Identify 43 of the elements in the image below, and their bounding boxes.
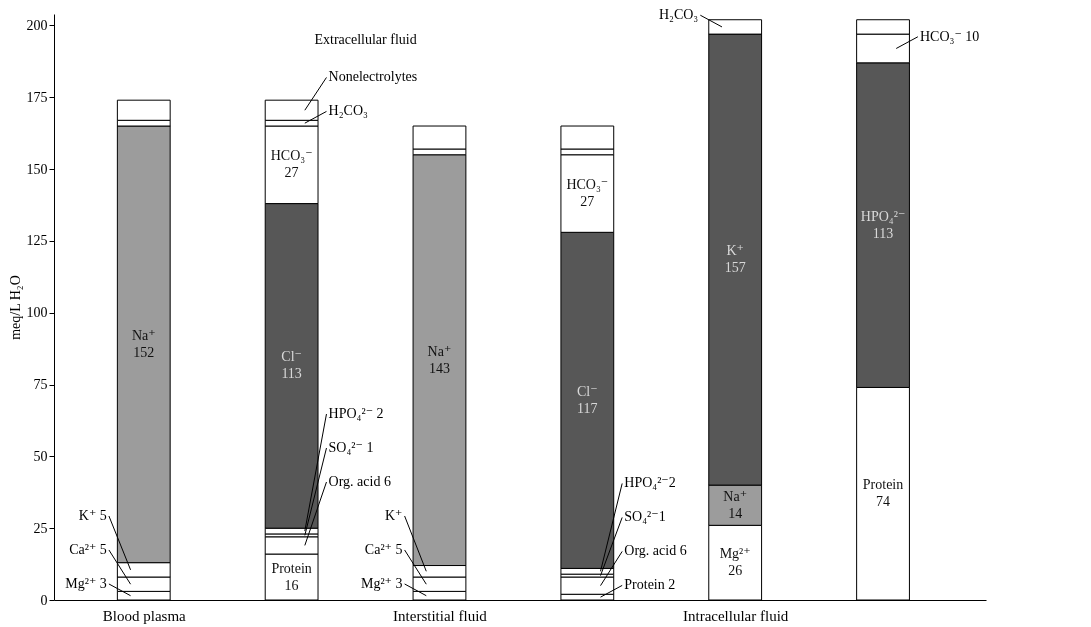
data-label: Na⁺ 152: [131, 327, 156, 360]
data-label: Protein 74: [862, 477, 904, 510]
data-label: HCO₃⁻ 10: [919, 28, 980, 44]
data-label: Protein 16: [271, 560, 312, 593]
data-label: HPO₄²⁻ 2: [328, 406, 384, 422]
x-tick-label: Blood plasma: [102, 607, 187, 624]
data-label: H₂CO₃: [658, 7, 699, 23]
y-tick-label: 0: [40, 592, 48, 608]
data-label: SO₄²⁻ 1: [328, 440, 374, 456]
y-axis-title: meq/L H₂O: [7, 275, 23, 340]
data-label: Mg²⁺ 26: [719, 546, 751, 579]
data-label: Ca²⁺ 5: [364, 541, 403, 557]
data-label: K⁺: [385, 508, 403, 523]
data-label: Ca²⁺ 5: [69, 541, 107, 557]
data-label: Na⁺ 143: [427, 343, 452, 376]
data-label: Mg²⁺ 3: [360, 575, 403, 591]
y-tick-label: 25: [33, 520, 48, 536]
data-label: HCO₃⁻ 27: [270, 148, 313, 181]
data-label: Cl⁻ 113: [281, 349, 302, 382]
data-label: Org. acid 6: [624, 543, 687, 559]
data-label: K⁺ 157: [724, 243, 746, 276]
data-label: Org. acid 6: [328, 474, 391, 490]
y-tick-label: 150: [26, 161, 48, 177]
data-label: HPO₄²⁻ 113: [860, 208, 906, 241]
y-tick-label: 50: [33, 448, 48, 464]
data-label: Mg²⁺ 3: [65, 575, 107, 591]
data-label: H₂CO₃: [328, 103, 369, 119]
annotation: Extracellular fluid: [314, 32, 417, 48]
data-label: Nonelectrolytes: [328, 69, 418, 85]
x-tick-label: Intracellular fluid: [682, 607, 789, 624]
data-label: HPO₄²⁻2: [624, 475, 676, 491]
y-tick-label: 200: [26, 17, 48, 33]
data-label: SO₄²⁻1: [624, 509, 666, 525]
data-label: HCO₃⁻ 27: [566, 177, 609, 210]
data-label: Cl⁻ 117: [577, 383, 598, 416]
data-label: K⁺ 5: [78, 508, 107, 523]
y-tick-label: 175: [26, 89, 48, 105]
x-tick-label: Interstitial fluid: [393, 607, 488, 624]
y-tick-label: 100: [26, 305, 48, 321]
data-label: Na⁺ 14: [723, 488, 748, 521]
data-label: Protein 2: [624, 577, 676, 593]
y-tick-label: 125: [26, 233, 48, 249]
y-tick-label: 75: [33, 377, 48, 393]
